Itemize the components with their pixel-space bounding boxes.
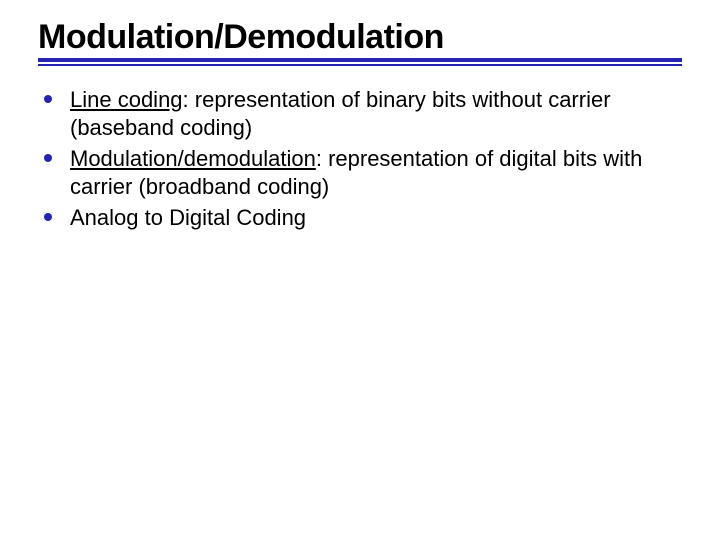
rule-thin: [38, 64, 682, 66]
rule-thick: [38, 58, 682, 62]
slide-body: Line coding: representation of binary bi…: [38, 86, 682, 233]
bullet-term: Modulation/demodulation: [70, 146, 316, 171]
bullet-list: Line coding: representation of binary bi…: [42, 86, 682, 233]
title-underline: [38, 58, 682, 66]
list-item: Modulation/demodulation: representation …: [42, 145, 682, 202]
list-item: Line coding: representation of binary bi…: [42, 86, 682, 143]
bullet-text: Analog to Digital Coding: [70, 205, 306, 230]
list-item: Analog to Digital Coding: [42, 204, 682, 233]
slide-title: Modulation/Demodulation: [38, 20, 682, 56]
bullet-term: Line coding: [70, 87, 183, 112]
bullet-icon: [44, 213, 52, 221]
bullet-icon: [44, 95, 52, 103]
title-block: Modulation/Demodulation: [38, 20, 682, 72]
slide: Modulation/Demodulation Line coding: rep…: [0, 0, 720, 540]
bullet-icon: [44, 154, 52, 162]
